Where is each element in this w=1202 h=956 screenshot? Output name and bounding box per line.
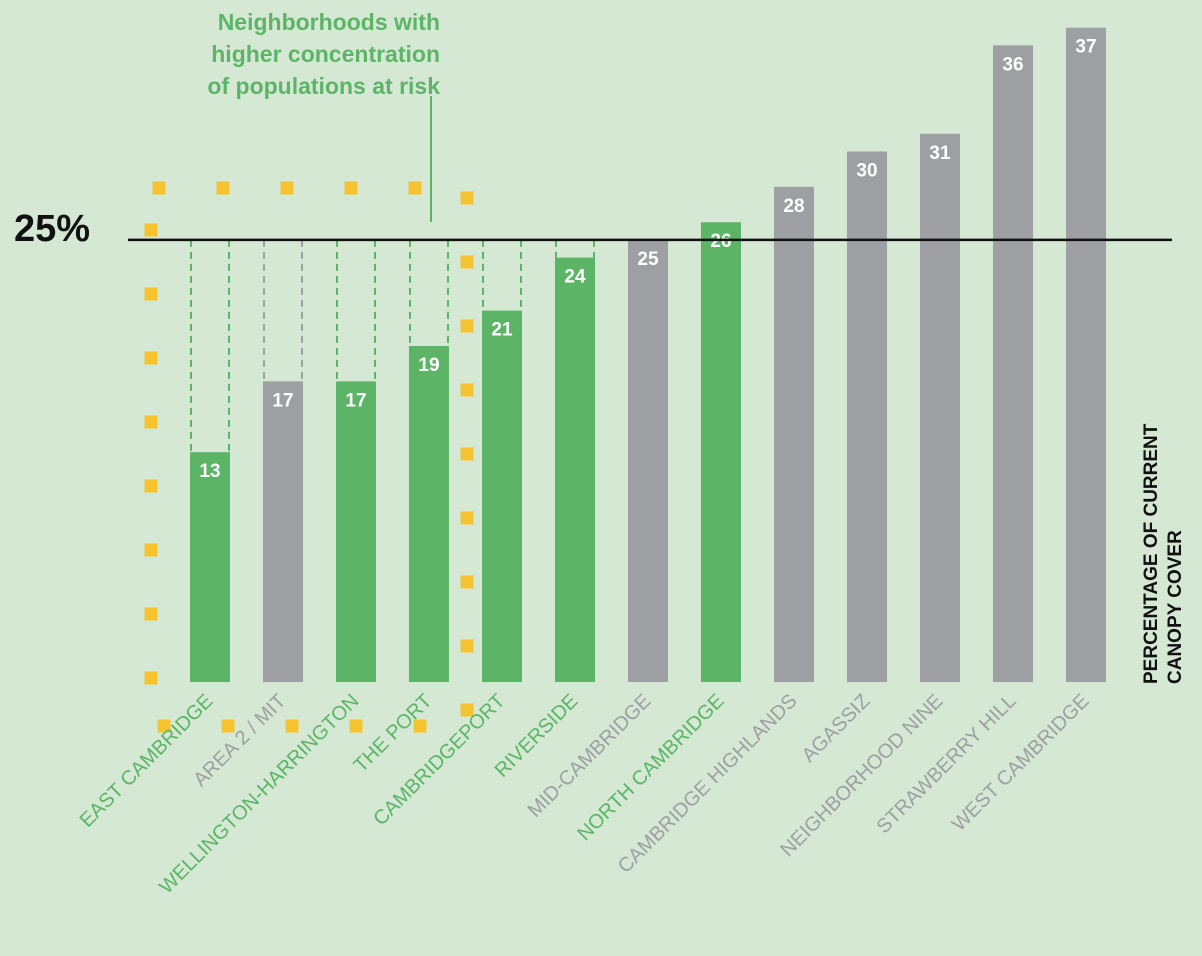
data-label-9: 28 xyxy=(783,196,804,217)
highlight-marker xyxy=(216,181,230,195)
category-label-12: STRAWBERRY HILL xyxy=(872,690,1020,838)
data-label-5: 21 xyxy=(491,320,513,341)
highlight-marker xyxy=(460,191,474,205)
bar-3 xyxy=(336,381,376,682)
highlight-marker xyxy=(144,607,158,621)
bar-4 xyxy=(409,346,449,682)
bar-5 xyxy=(482,310,522,682)
category-label-7: MID-CAMBRIDGE xyxy=(524,690,656,822)
highlight-marker xyxy=(349,719,363,733)
highlight-marker xyxy=(144,351,158,365)
bar-11 xyxy=(920,133,960,682)
highlight-marker xyxy=(460,255,474,269)
data-label-2: 17 xyxy=(272,390,293,411)
highlight-marker xyxy=(221,719,235,733)
bar-12 xyxy=(993,45,1033,683)
data-label-12: 36 xyxy=(1002,54,1023,75)
data-label-13: 37 xyxy=(1075,37,1096,58)
highlight-marker xyxy=(460,703,474,717)
highlight-marker xyxy=(144,223,158,237)
data-label-4: 19 xyxy=(418,355,439,376)
highlight-marker xyxy=(157,719,171,733)
highlight-marker xyxy=(413,719,427,733)
data-label-10: 30 xyxy=(856,160,877,181)
highlight-marker xyxy=(144,287,158,301)
data-label-3: 17 xyxy=(345,390,366,411)
highlight-marker xyxy=(408,181,422,195)
y-axis-label: PERCENTAGE OF CURRENT CANOPY COVER xyxy=(1141,423,1186,684)
bar-8 xyxy=(701,222,741,683)
highlight-marker xyxy=(344,181,358,195)
bar-9 xyxy=(774,186,814,682)
highlight-marker xyxy=(460,511,474,525)
bar-7 xyxy=(628,239,668,683)
highlight-marker xyxy=(144,415,158,429)
highlight-marker xyxy=(460,383,474,397)
highlight-marker xyxy=(144,671,158,685)
reference-line-label: 25% xyxy=(14,208,91,250)
category-label-5: CAMBRIDGEPORT xyxy=(369,690,509,830)
data-label-1: 13 xyxy=(199,461,220,482)
highlight-marker xyxy=(460,575,474,589)
category-label-8: NORTH CAMBRIDGE xyxy=(573,690,728,845)
data-label-6: 24 xyxy=(564,267,586,288)
highlight-marker xyxy=(460,639,474,653)
bar-13 xyxy=(1066,27,1106,683)
highlight-marker xyxy=(460,447,474,461)
highlight-marker xyxy=(285,719,299,733)
highlight-marker xyxy=(144,543,158,557)
highlight-marker xyxy=(144,479,158,493)
bar-1 xyxy=(190,452,230,682)
highlight-marker xyxy=(152,181,166,195)
bar-10 xyxy=(847,151,887,682)
category-label-1: EAST CAMBRIDGE xyxy=(76,690,218,832)
data-label-11: 31 xyxy=(929,143,951,164)
data-label-8: 26 xyxy=(710,231,731,252)
at-risk-annotation: Neighborhoods with higher concentration … xyxy=(207,9,440,99)
category-label-13: WEST CAMBRIDGE xyxy=(948,690,1094,836)
category-label-10: AGASSIZ xyxy=(798,690,875,767)
bar-6 xyxy=(555,257,595,682)
highlight-marker xyxy=(460,319,474,333)
bar-2 xyxy=(263,381,303,682)
highlight-marker xyxy=(280,181,294,195)
data-label-7: 25 xyxy=(637,249,659,270)
